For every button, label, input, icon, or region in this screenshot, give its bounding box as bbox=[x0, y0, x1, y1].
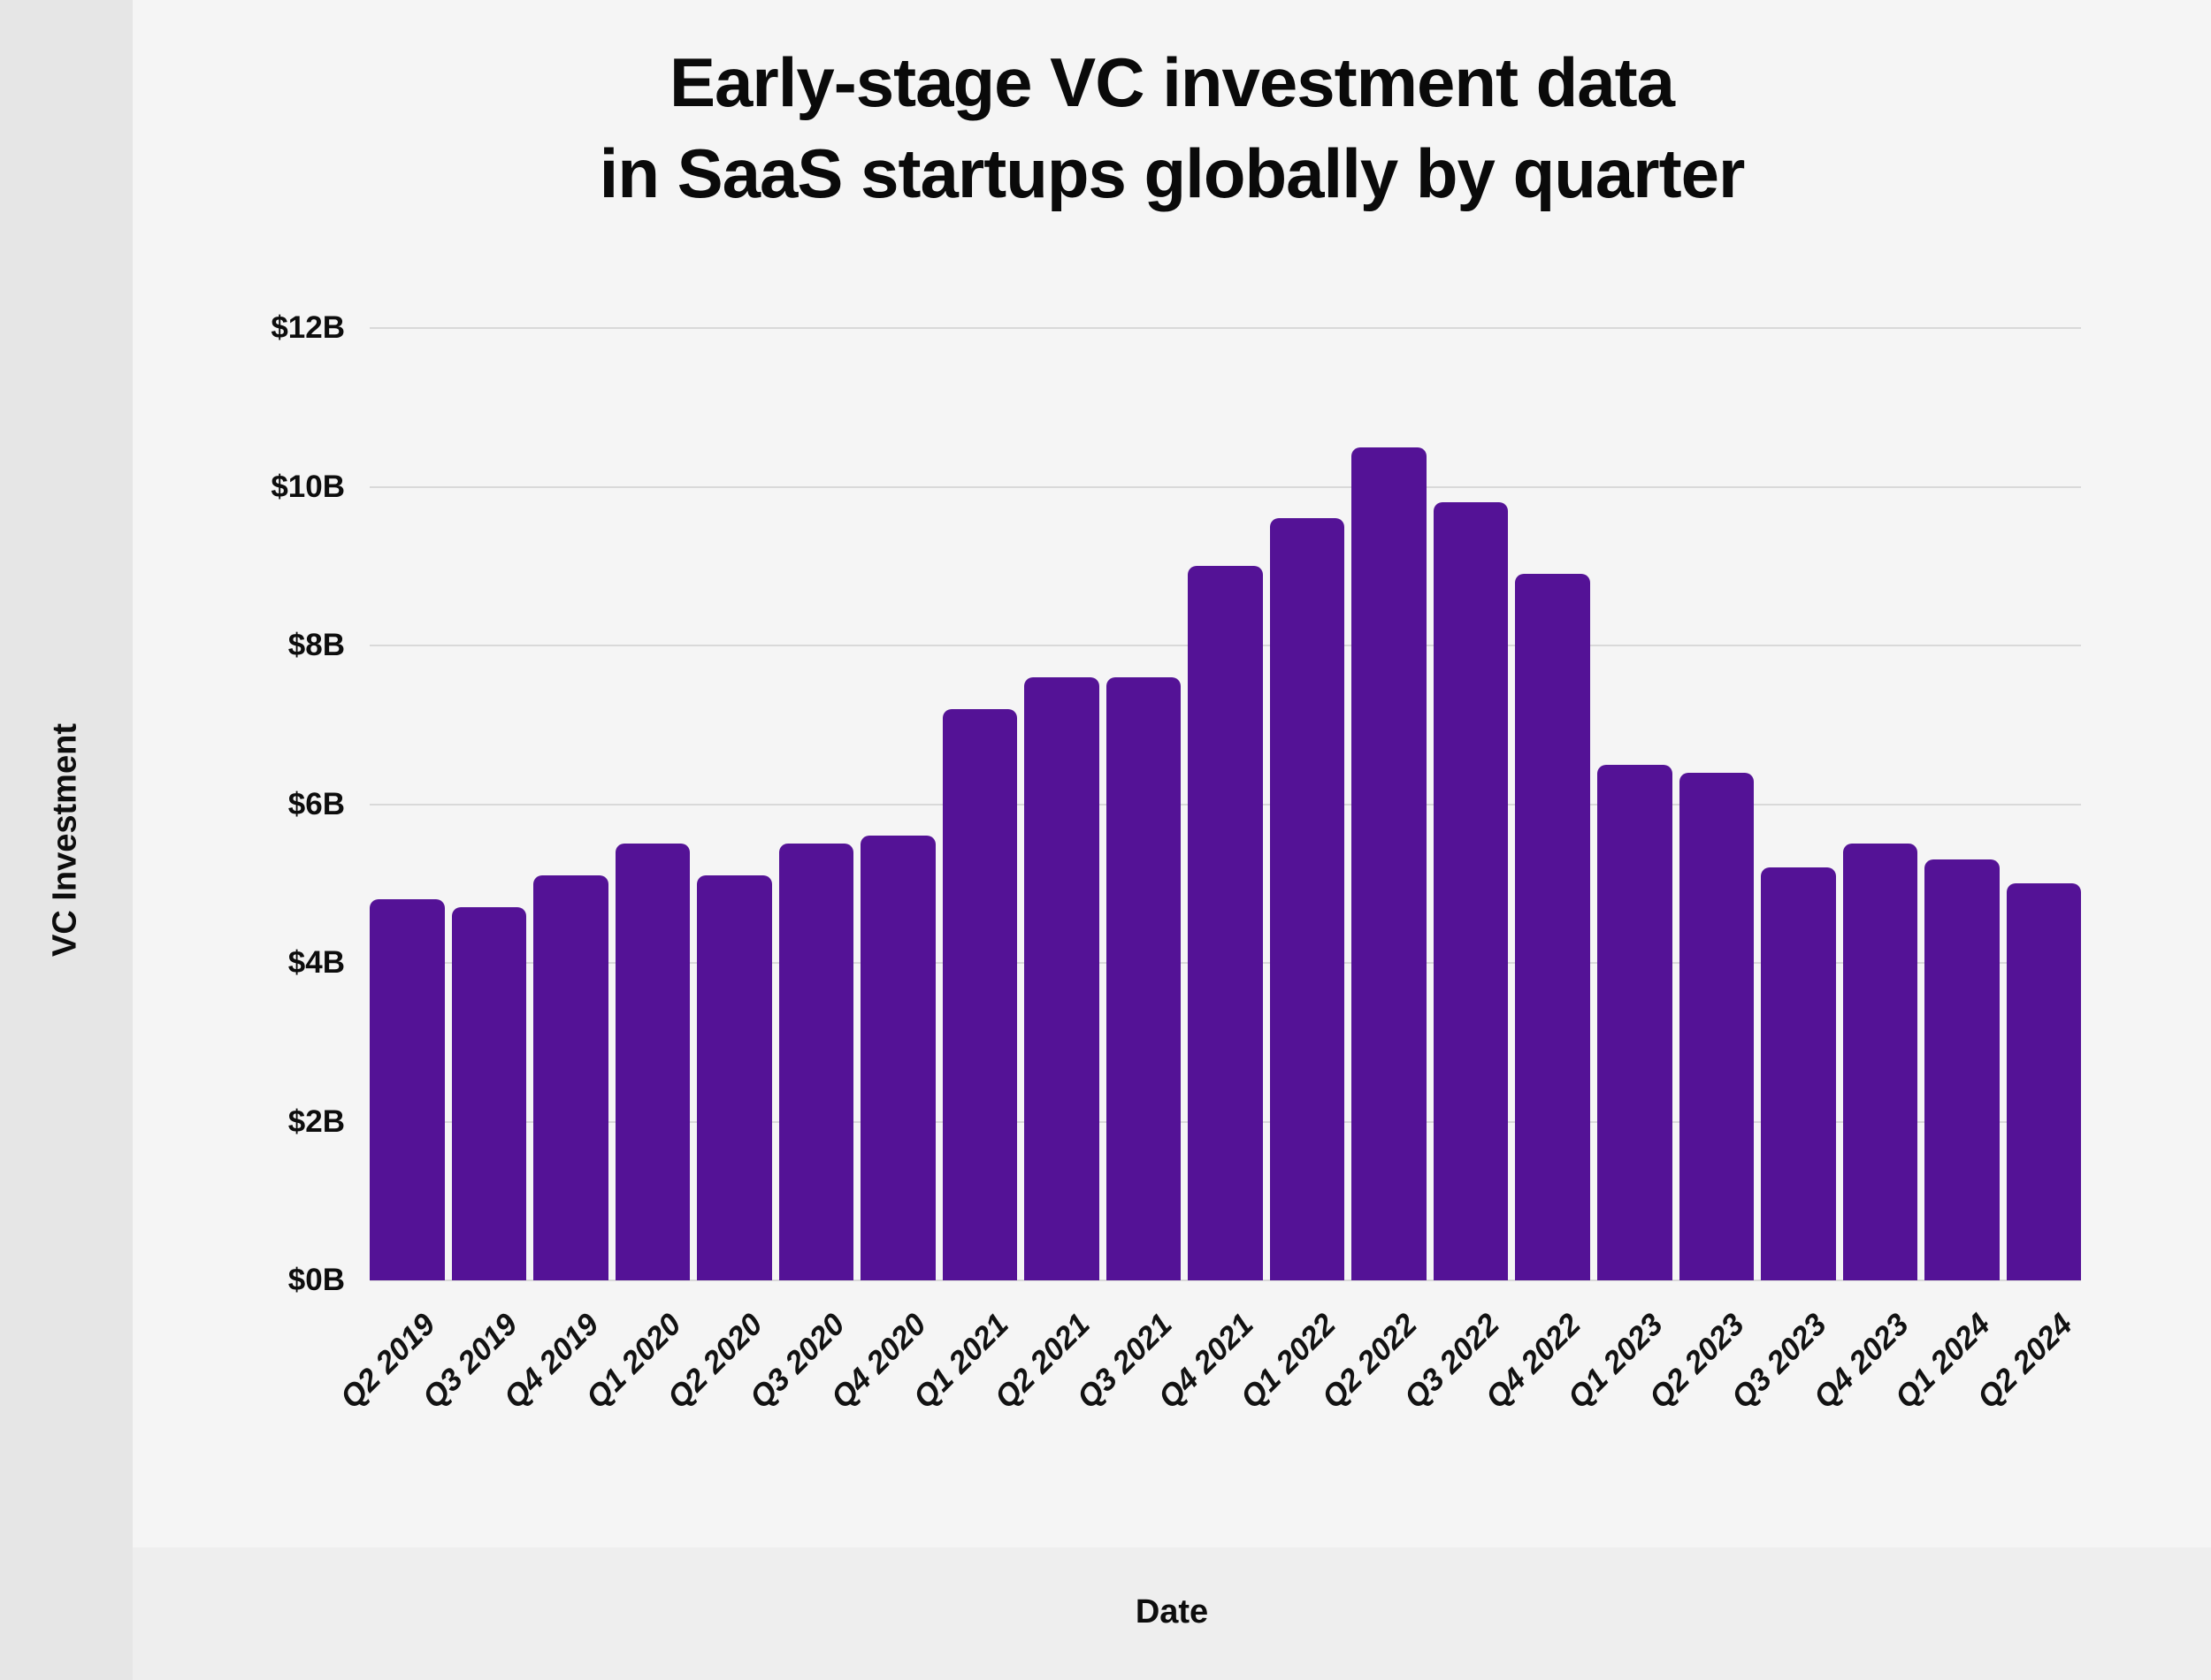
y-tick-label: $2B bbox=[287, 1104, 345, 1139]
bar-q2-2020: Q2 2020 bbox=[661, 875, 772, 1416]
gridline bbox=[370, 486, 2081, 488]
bar-q1-2024: Q1 2024 bbox=[1888, 859, 2000, 1416]
chart-title-line-1: Early-stage VC investment data bbox=[669, 43, 1675, 121]
left-margin-band bbox=[0, 0, 133, 1680]
bar-q4-2023: Q4 2023 bbox=[1807, 844, 1918, 1416]
bar-q3-2022: Q3 2022 bbox=[1397, 502, 1509, 1416]
bar-q1-2022: Q1 2022 bbox=[1234, 518, 1345, 1416]
bar-q4-2020: Q4 2020 bbox=[825, 836, 936, 1416]
bottom-margin-band bbox=[133, 1547, 2211, 1680]
bars-container: Q2 2019 Q3 2019 Q4 2019 Q1 2020 Q2 2020 Q3 20… bbox=[333, 328, 2082, 1416]
bar-q4-2022: Q4 2022 bbox=[1480, 574, 1590, 1416]
y-tick-label: $0B bbox=[287, 1263, 345, 1297]
bar-q4-2021: Q4 2021 bbox=[1152, 566, 1263, 1416]
y-axis-title: VC Investment bbox=[46, 723, 84, 957]
bar-q1-2021: Q1 2021 bbox=[907, 708, 1018, 1416]
bar-q3-2023: Q3 2023 bbox=[1725, 867, 1836, 1416]
x-axis-title: Date bbox=[1135, 1593, 1209, 1630]
bar-q4-2019: Q4 2019 bbox=[497, 875, 608, 1416]
y-tick-label: $10B bbox=[271, 470, 345, 504]
bar-q1-2023: Q1 2023 bbox=[1561, 764, 1672, 1416]
bar-q2-2021: Q2 2021 bbox=[989, 676, 1099, 1416]
bar-q2-2023: Q2 2023 bbox=[1643, 772, 1755, 1416]
chart-title-line-2: in SaaS startups globally by quarter bbox=[599, 134, 1746, 212]
bar-q3-2020: Q3 2020 bbox=[743, 844, 854, 1416]
bar-q3-2019: Q3 2019 bbox=[416, 907, 527, 1416]
y-tick-label: $4B bbox=[287, 945, 345, 980]
bar-q2-2024: Q2 2024 bbox=[1970, 883, 2082, 1416]
y-tick-label: $12B bbox=[271, 310, 345, 345]
bar-q1-2020: Q1 2020 bbox=[579, 844, 691, 1416]
gridline bbox=[370, 1279, 2081, 1281]
y-tick-label: $6B bbox=[287, 787, 345, 821]
chart-title: Early-stage VC investment data in SaaS s… bbox=[133, 37, 2211, 219]
gridline bbox=[370, 327, 2081, 329]
bar-q3-2021: Q3 2021 bbox=[1070, 676, 1182, 1416]
y-tick-label: $8B bbox=[287, 628, 345, 662]
bar-q2-2022: Q2 2022 bbox=[1316, 447, 1427, 1416]
bar-q2-2019: Q2 2019 bbox=[333, 899, 445, 1416]
